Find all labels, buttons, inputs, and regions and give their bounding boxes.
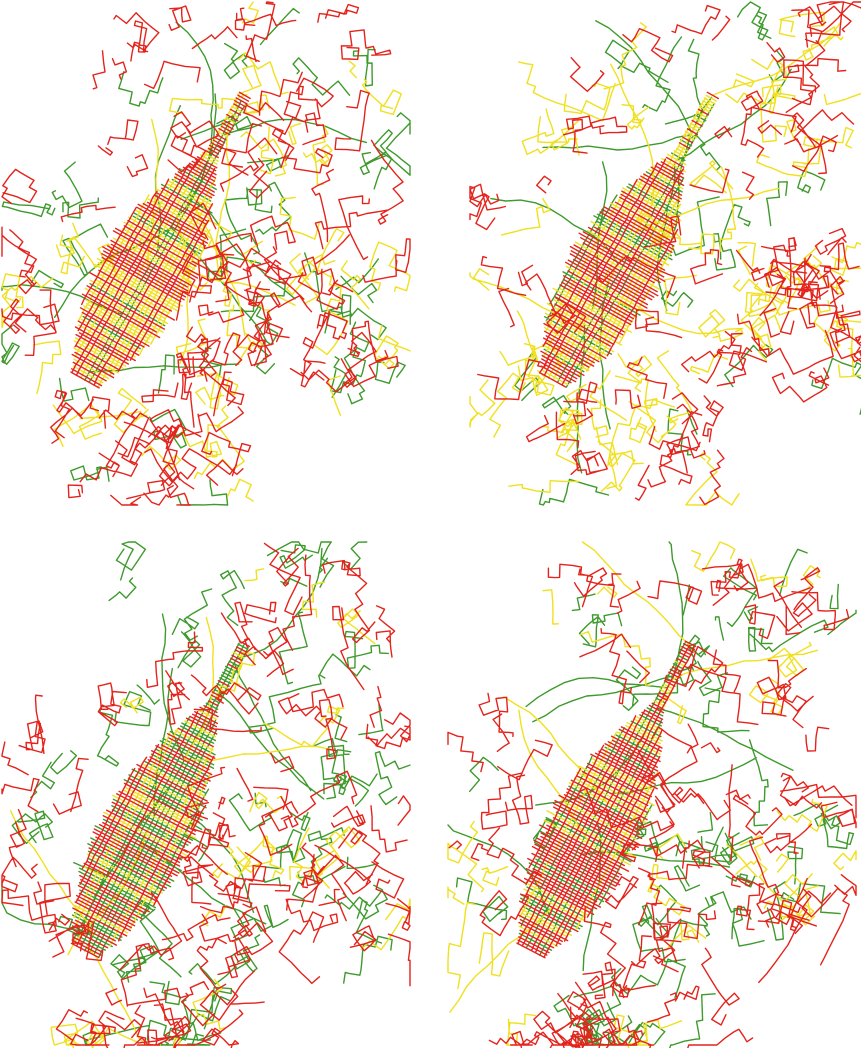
- map-panel-top-left: [2, 2, 410, 505]
- road-network: [491, 2, 861, 505]
- map-panel-bottom-left: [2, 542, 410, 1048]
- map-panel-bottom-right: [448, 542, 856, 1048]
- map-panel-top-right: [470, 2, 861, 505]
- road-network: [470, 13, 861, 506]
- map-figure: [0, 0, 861, 1048]
- road-network: [2, 2, 410, 501]
- page: {} (() => { const data = JSON.parse(docu…: [0, 0, 861, 1048]
- road-network: [2, 2, 410, 505]
